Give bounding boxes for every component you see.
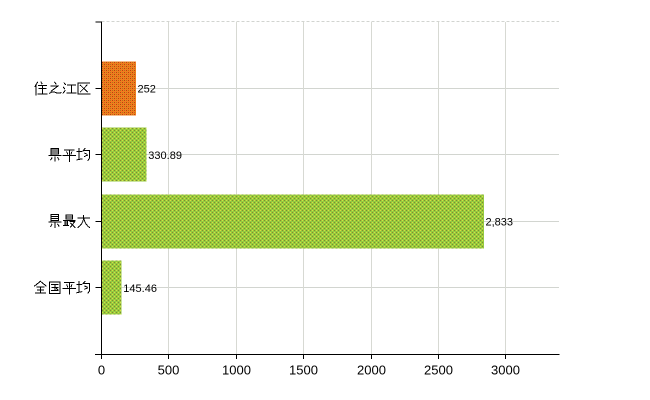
- svg-text:145.46: 145.46: [123, 283, 157, 295]
- svg-text:1000: 1000: [222, 363, 251, 378]
- svg-text:3000: 3000: [491, 363, 520, 378]
- svg-text:1500: 1500: [289, 363, 318, 378]
- svg-text:330.89: 330.89: [148, 150, 182, 162]
- svg-text:0: 0: [98, 363, 105, 378]
- svg-text:252: 252: [138, 84, 156, 96]
- svg-text:500: 500: [158, 363, 180, 378]
- svg-text:2000: 2000: [357, 363, 386, 378]
- svg-text:2,833: 2,833: [486, 217, 514, 229]
- svg-text:2500: 2500: [424, 363, 453, 378]
